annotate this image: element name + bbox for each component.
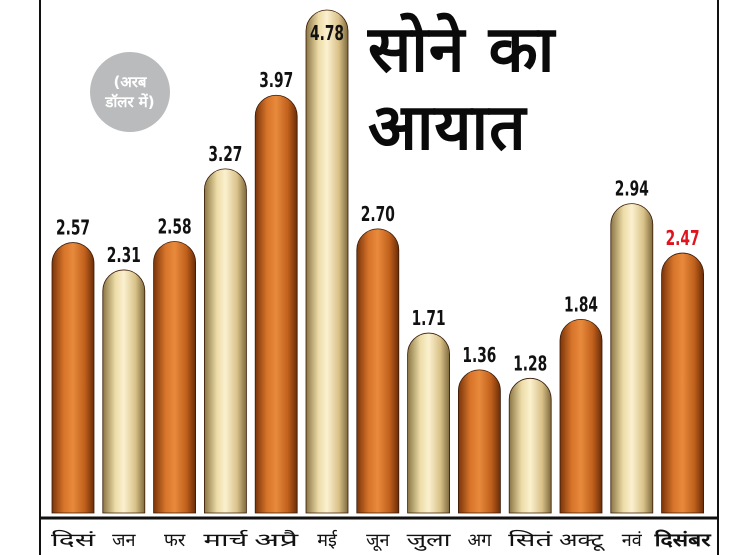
bar-12 (661, 252, 704, 514)
x-tick-label-10: अक्टू (559, 530, 606, 551)
x-tick-label-6: जून (366, 530, 390, 551)
x-tick-label-9: सितं (508, 529, 553, 551)
value-label-1: 2.31 (107, 243, 141, 267)
value-label-10: 1.84 (564, 292, 598, 316)
bars-layer (51, 9, 704, 514)
value-label-3: 3.27 (208, 142, 242, 166)
bar-1 (102, 269, 146, 514)
x-tick-label-12: दिसंबर (653, 529, 711, 551)
value-label-2: 2.58 (158, 215, 192, 239)
bar-6 (356, 228, 400, 514)
value-label-4: 3.97 (259, 68, 293, 92)
x-tick-label-5: मई (317, 529, 338, 551)
bar-0 (51, 242, 95, 514)
bar-2 (153, 241, 196, 514)
x-tick-labels-layer: दिसं जन फर मार्च अप्रै मई जून जुला अग सितं अक्टू नव… (51, 529, 711, 551)
x-tick-label-1: जन (112, 530, 136, 551)
bar-10 (559, 318, 603, 514)
x-tick-label-11: नवं (622, 530, 643, 551)
value-label-6: 2.70 (361, 202, 395, 226)
bar-3 (204, 168, 247, 514)
bar-4 (254, 94, 298, 514)
chart-title-line-2: आयात (368, 91, 527, 165)
value-labels-layer: 2.57 2.31 2.58 3.27 3.97 4.78 2.70 1.71 1.36 1.28… (56, 21, 700, 375)
bar-5 (305, 9, 349, 514)
value-label-7: 1.71 (412, 306, 446, 330)
value-label-12: 2.47 (666, 226, 700, 250)
value-label-8: 1.36 (462, 343, 496, 367)
bar-7 (407, 332, 450, 514)
chart-title-line-1: सोने का (368, 13, 556, 87)
chart-frame (39, 0, 719, 555)
x-tick-label-4: अप्रै (254, 529, 299, 551)
value-label-9: 1.28 (513, 351, 547, 375)
bar-8 (458, 369, 501, 514)
x-tick-label-0: दिसं (51, 529, 96, 551)
x-tick-label-7: जुला (407, 530, 451, 551)
x-tick-label-8: अग (467, 530, 492, 551)
x-tick-label-2: फर (164, 530, 186, 551)
value-label-5: 4.78 (310, 21, 344, 45)
value-label-0: 2.57 (56, 216, 90, 240)
bar-9 (508, 377, 552, 514)
bar-11 (610, 203, 654, 514)
unit-badge: (अरब डॉलर में) (90, 52, 170, 132)
value-label-11: 2.94 (615, 177, 649, 201)
x-tick-label-3: मार्च (203, 529, 249, 551)
